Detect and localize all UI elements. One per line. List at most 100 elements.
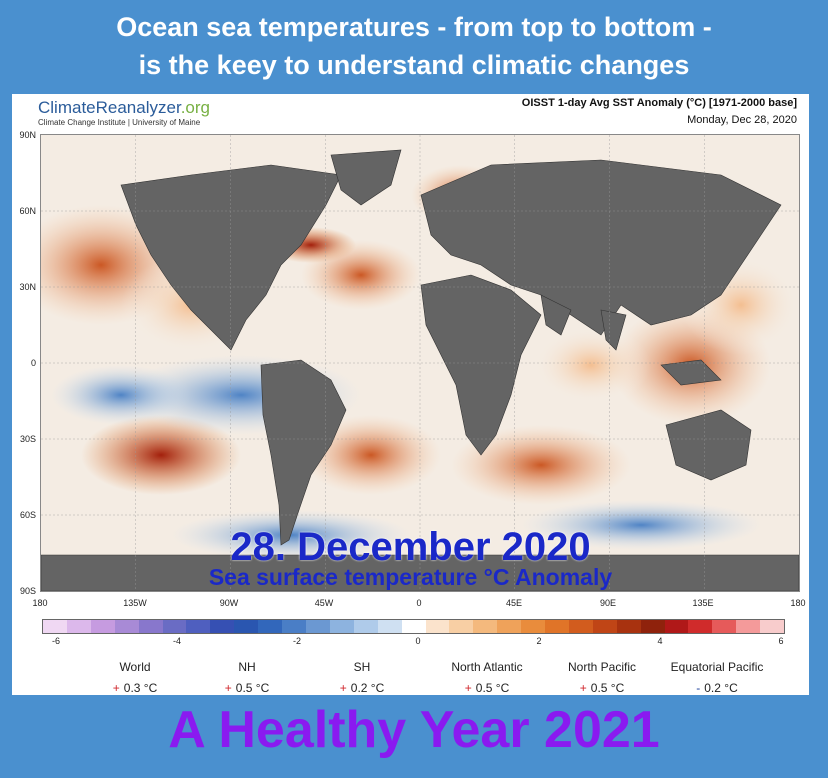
colorbar-swatch <box>616 620 641 633</box>
overlay-date-title: 28. December 2020 <box>230 525 591 569</box>
north-america <box>120 164 342 351</box>
lon-label-135w: 135W <box>123 598 147 608</box>
region-name-north-atlantic: North Atlantic <box>451 660 523 674</box>
colorbar-tick: -2 <box>292 636 302 646</box>
value: 0.5 °C <box>235 681 270 695</box>
colorbar-swatch <box>760 620 785 633</box>
lat-label-60n: 60N <box>19 206 36 216</box>
lon-label-90w: 90W <box>219 598 239 608</box>
map-panel: ClimateReanalyzer.org Climate Change Ins… <box>12 94 809 695</box>
lon-label-135e: 135E <box>692 598 714 608</box>
colorbar-swatch <box>425 620 450 633</box>
eurasia <box>420 159 782 336</box>
map-date: Monday, Dec 28, 2020 <box>687 114 797 126</box>
sign: + <box>579 681 587 695</box>
colorbar-swatch <box>449 620 474 633</box>
sst-anomaly-map <box>40 134 800 592</box>
colorbar-tick: 4 <box>657 636 663 646</box>
colorbar-tick: 0 <box>415 636 421 646</box>
colorbar-swatch <box>210 620 235 633</box>
colorbar-swatch <box>234 620 259 633</box>
lon-label-0: 0 <box>416 598 422 608</box>
sign: + <box>112 681 120 695</box>
value: 0.2 °C <box>350 681 385 695</box>
sign: + <box>339 681 347 695</box>
colorbar-swatch <box>353 620 378 633</box>
region-value-sh: +0.2 °C <box>302 681 422 695</box>
value: 0.5 °C <box>475 681 510 695</box>
lon-label-45e: 45E <box>505 598 523 608</box>
lat-label-60s: 60S <box>19 510 36 520</box>
overlay-subtitle: Sea surface temperature °C Anomaly <box>208 564 613 590</box>
lat-label-90n: 90N <box>19 130 36 140</box>
footer-greeting: A Healthy Year 2021 <box>168 701 660 759</box>
region-value-north-atlantic: +0.5 °C <box>427 681 547 695</box>
lat-label-30s: 30S <box>19 434 36 444</box>
lon-label-45w: 45W <box>314 598 334 608</box>
colorbar-swatch <box>138 620 163 633</box>
colorbar-swatch <box>640 620 665 633</box>
colorbar-swatch <box>592 620 617 633</box>
colorbar-tick: 6 <box>778 636 784 646</box>
world-map-svg <box>41 135 799 591</box>
colorbar-swatch <box>688 620 713 633</box>
value: 0.3 °C <box>123 681 158 695</box>
colorbar-swatch <box>90 620 115 633</box>
region-name-world: World <box>119 660 151 674</box>
lat-label-30n: 30N <box>19 282 36 292</box>
south-america <box>260 359 347 546</box>
lon-label-180w: 180 <box>32 598 48 608</box>
colorbar-swatch <box>401 620 426 633</box>
colorbar-swatch <box>497 620 522 633</box>
sign: - <box>696 681 701 695</box>
colorbar-swatch <box>712 620 737 633</box>
australia <box>665 409 752 481</box>
africa <box>420 274 542 456</box>
colorbar-swatch <box>66 620 91 633</box>
colorbar-swatch <box>473 620 498 633</box>
colorbar-tick: -4 <box>172 636 182 646</box>
colorbar-tick: -6 <box>51 636 61 646</box>
colorbar-swatch <box>736 620 761 633</box>
colorbar-swatch <box>329 620 354 633</box>
region-name-north-pacific: North Pacific <box>567 660 637 674</box>
colorbar-swatch <box>162 620 187 633</box>
colorbar-swatch <box>568 620 593 633</box>
colorbar-swatch <box>545 620 569 633</box>
region-value-world: +0.3 °C <box>75 681 195 695</box>
arabia <box>540 294 572 336</box>
indonesia <box>660 359 722 386</box>
value: 0.2 °C <box>704 681 738 695</box>
colorbar-swatch <box>305 620 330 633</box>
india <box>600 309 627 351</box>
lat-label-90s: 90S <box>19 586 36 596</box>
region-value-nh: +0.5 °C <box>187 681 307 695</box>
colorbar-swatch <box>377 620 402 633</box>
lon-label-90e: 90E <box>599 598 617 608</box>
headline-line-1: Ocean sea temperatures - from top to bot… <box>116 12 712 42</box>
colorbar-swatch <box>664 620 689 633</box>
colorbar-swatch <box>521 620 546 633</box>
headline-line-2: is the keey to understand climatic chang… <box>138 50 690 80</box>
sign: + <box>224 681 232 695</box>
region-value-north-pacific: +0.5 °C <box>542 681 662 695</box>
lon-label-180e: 180 <box>790 598 806 608</box>
sign: + <box>464 681 472 695</box>
colorbar-tick: 2 <box>536 636 542 646</box>
region-value-equatorial-pacific: -0.2 °C <box>642 681 792 695</box>
value: 0.5 °C <box>590 681 625 695</box>
colorbar-swatch <box>186 620 211 633</box>
colorbar-swatch <box>114 620 139 633</box>
colorbar <box>42 619 785 634</box>
brand-name: ClimateReanalyzer <box>38 98 181 117</box>
colorbar-swatch <box>258 620 283 633</box>
colorbar-swatch <box>282 620 306 633</box>
map-title: OISST 1-day Avg SST Anomaly (°C) [1971-2… <box>521 97 797 109</box>
region-name-equatorial-pacific: Equatorial Pacific <box>670 660 764 674</box>
brand-logo: ClimateReanalyzer.org <box>38 98 210 118</box>
lat-label-0: 0 <box>30 358 36 368</box>
region-name-sh: SH <box>353 660 371 674</box>
colorbar-swatch <box>43 620 67 633</box>
brand-tld: .org <box>180 98 210 117</box>
grid <box>41 135 799 591</box>
